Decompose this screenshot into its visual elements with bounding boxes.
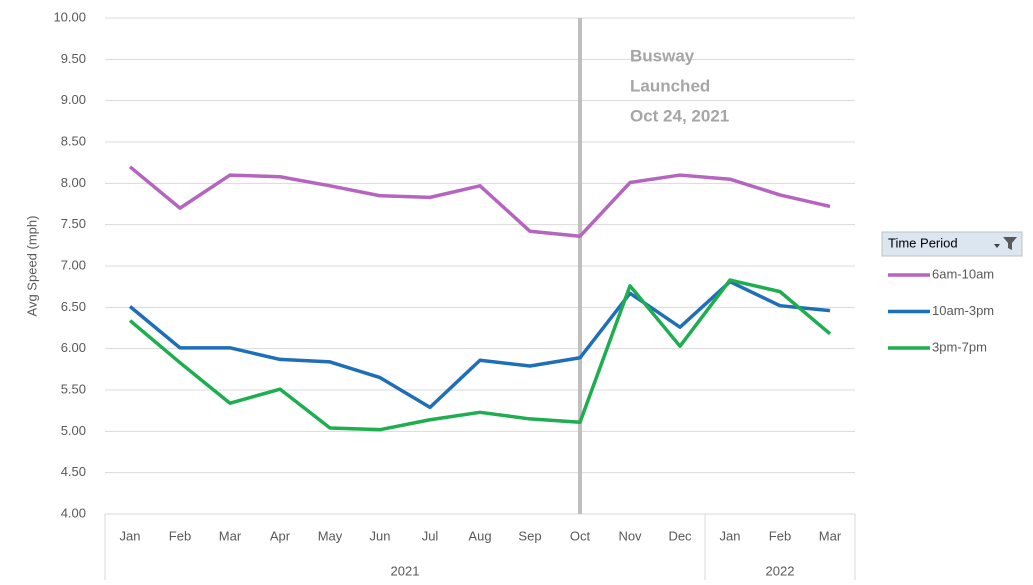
legend-label: 3pm-7pm (932, 339, 987, 354)
x-tick-label: Jul (422, 528, 439, 543)
x-tick-label: Oct (570, 528, 591, 543)
series-line (128, 278, 832, 432)
series-line (128, 165, 831, 238)
x-tick-label: Apr (270, 528, 291, 543)
x-tick-label: Feb (769, 528, 791, 543)
dropdown-arrow[interactable] (994, 244, 1000, 248)
x-tick-label: Mar (819, 528, 842, 543)
x-tick-label: Jan (720, 528, 741, 543)
y-tick-label: 8.50 (61, 133, 86, 148)
y-axis-label: Avg Speed (mph) (24, 216, 39, 317)
y-tick-label: 7.50 (61, 216, 86, 231)
y-tick-label: 8.00 (61, 175, 86, 190)
x-group-label: 2021 (391, 563, 420, 578)
y-tick-label: 10.00 (53, 9, 86, 24)
annotation-text: Busway (630, 46, 695, 65)
y-tick-label: 6.00 (61, 340, 86, 355)
y-tick-label: 6.50 (61, 299, 86, 314)
filter-button[interactable] (994, 237, 1017, 250)
x-tick-label: Jan (120, 528, 141, 543)
legend-title: Time Period (888, 235, 958, 250)
filter-icon[interactable] (1003, 237, 1017, 250)
y-tick-label: 7.00 (61, 257, 86, 272)
y-tick-label: 5.00 (61, 423, 86, 438)
x-tick-label: Aug (468, 528, 491, 543)
x-tick-label: Feb (169, 528, 191, 543)
y-tick-label: 9.50 (61, 51, 86, 66)
x-tick-label: Dec (668, 528, 692, 543)
y-tick-label: 4.00 (61, 505, 86, 520)
x-tick-label: Jun (370, 528, 391, 543)
annotation-text: Launched (630, 76, 710, 95)
series-line (128, 279, 831, 410)
legend-label: 6am-10am (932, 266, 994, 281)
legend-label: 10am-3pm (932, 303, 994, 318)
x-tick-label: Mar (219, 528, 242, 543)
x-group-label: 2022 (766, 563, 795, 578)
annotation-text: Oct 24, 2021 (630, 106, 729, 125)
y-tick-label: 9.00 (61, 92, 86, 107)
x-tick-label: Nov (618, 528, 642, 543)
y-tick-label: 4.50 (61, 464, 86, 479)
x-tick-label: May (318, 528, 343, 543)
y-tick-label: 5.50 (61, 381, 86, 396)
x-tick-label: Sep (518, 528, 541, 543)
